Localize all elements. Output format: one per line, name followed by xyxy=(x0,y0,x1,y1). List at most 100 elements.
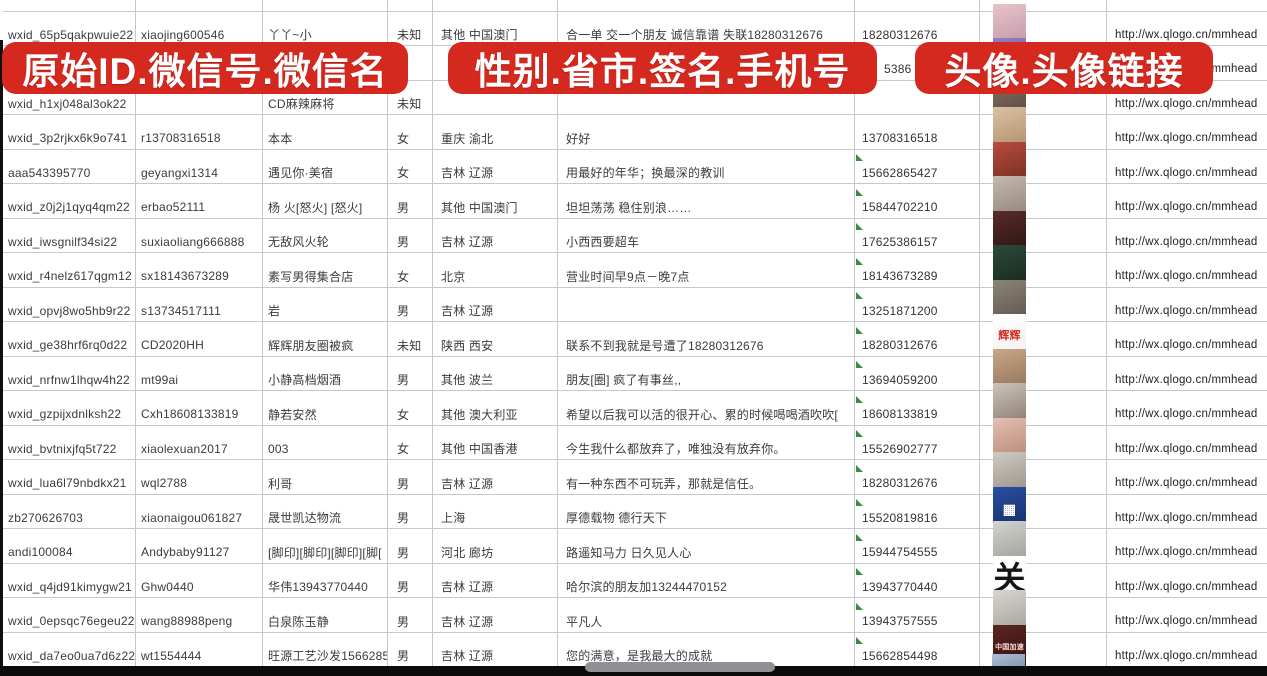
cell-signature[interactable] xyxy=(558,287,855,334)
cell-gender[interactable]: 男 xyxy=(388,598,433,644)
cell-wechat-id[interactable]: r13708316518 xyxy=(136,115,263,161)
cell-avatar-url[interactable]: http://wx.qlogo.cn/mmhead xyxy=(1115,235,1258,248)
cell-region[interactable]: 上海 xyxy=(433,494,558,541)
horizontal-scrollbar-thumb[interactable] xyxy=(585,662,775,672)
cell-region[interactable]: 吉林 辽源 xyxy=(433,218,558,265)
cell-wechat-name[interactable]: 华伟13943770440 xyxy=(263,563,388,610)
cell-avatar-url[interactable]: http://wx.qlogo.cn/mmhead xyxy=(1115,304,1258,317)
cell-signature[interactable]: 今生我什么都放弃了，唯独没有放弃你。 xyxy=(558,425,855,472)
cell-gender[interactable]: 女 xyxy=(388,425,433,472)
cell-wechat-id[interactable]: wql2788 xyxy=(136,460,263,506)
cell-wechat-id[interactable]: wang88988peng xyxy=(136,598,263,644)
cell-wechat-id[interactable]: xiaojing600546 xyxy=(136,11,263,58)
cell-wechat-name[interactable]: 杨 火[怒火] [怒火] xyxy=(263,184,388,230)
cell-wechat-name[interactable]: 遇见你·美宿 xyxy=(263,149,388,196)
cell-phone[interactable]: 15662865427 xyxy=(855,149,980,196)
cell-phone[interactable]: 13251871200 xyxy=(855,287,980,334)
cell-signature[interactable]: 哈尔滨的朋友加13244470152 xyxy=(558,563,855,610)
cell-region[interactable]: 重庆 渝北 xyxy=(433,115,558,161)
cell-wechat-id[interactable]: Cxh18608133819 xyxy=(136,391,263,437)
cell-signature[interactable]: 好好 xyxy=(558,115,855,161)
cell-wechat-name[interactable]: [脚印][脚印][脚印][脚[ xyxy=(263,529,388,575)
cell-region[interactable]: 其他 中国澳门 xyxy=(433,11,558,58)
cell-wechat-name[interactable]: 岩 xyxy=(263,287,388,334)
cell-gender[interactable]: 男 xyxy=(388,287,433,334)
cell-wechat-id[interactable]: xiaolexuan2017 xyxy=(136,425,263,472)
cell-signature[interactable]: 营业时间早9点－晚7点 xyxy=(558,253,855,299)
cell-gender[interactable]: 未知 xyxy=(388,322,433,368)
cell-region[interactable]: 吉林 辽源 xyxy=(433,287,558,334)
cell-signature[interactable]: 有一种东西不可玩弄，那就是信任。 xyxy=(558,460,855,506)
cell-wxid[interactable]: wxid_gzpijxdnlksh22 xyxy=(3,391,136,437)
cell-signature[interactable]: 小西西要超车 xyxy=(558,218,855,265)
cell-wxid[interactable]: wxid_0epsqc76egeu22 xyxy=(3,598,136,644)
cell-wechat-id[interactable]: xiaonaigou061827 xyxy=(136,494,263,541)
cell-wxid[interactable]: wxid_h1xj048al3ok22 xyxy=(3,80,136,127)
cell-phone[interactable]: 15520819816 xyxy=(855,494,980,541)
cell-wechat-id[interactable]: geyangxi1314 xyxy=(136,149,263,196)
cell-region[interactable]: 吉林 辽源 xyxy=(433,460,558,506)
cell-avatar-url[interactable]: http://wx.qlogo.cn/mmhead xyxy=(1115,339,1258,351)
cell-phone[interactable]: 13708316518 xyxy=(855,115,980,161)
cell-avatar-url[interactable]: http://wx.qlogo.cn/mmhead xyxy=(1115,442,1258,455)
cell-wxid[interactable]: wxid_3p2rjkx6k9o741 xyxy=(3,115,136,161)
cell-phone[interactable]: 15526902777 xyxy=(855,425,980,472)
cell-wechat-id[interactable]: suxiaoliang666888 xyxy=(136,218,263,265)
cell-phone[interactable]: 18608133819 xyxy=(855,391,980,437)
cell-wechat-name[interactable]: 003 xyxy=(263,425,388,472)
cell-wxid[interactable]: zb270626703 xyxy=(3,494,136,541)
cell-signature[interactable]: 用最好的年华；换最深的教训 xyxy=(558,149,855,196)
cell-gender[interactable]: 男 xyxy=(388,632,433,676)
cell-wechat-id[interactable]: Andybaby91127 xyxy=(136,529,263,575)
cell-phone[interactable] xyxy=(855,80,980,127)
cell-phone[interactable]: 13943770440 xyxy=(855,563,980,610)
cell-wechat-name[interactable]: CD麻辣麻将 xyxy=(263,80,388,127)
cell-wechat-name[interactable]: 晟世凯达物流 xyxy=(263,494,388,541)
cell-wxid[interactable]: aaa543395770 xyxy=(3,149,136,196)
cell-avatar-url[interactable]: http://wx.qlogo.cn/mmhead xyxy=(1115,28,1258,41)
cell-gender[interactable]: 女 xyxy=(388,391,433,437)
cell-gender[interactable]: 男 xyxy=(388,460,433,506)
cell-gender[interactable]: 女 xyxy=(388,253,433,299)
cell-phone[interactable]: 13943757555 xyxy=(855,598,980,644)
cell-region[interactable]: 河北 廊坊 xyxy=(433,529,558,575)
cell-wxid[interactable]: wxid_bvtnixjfq5t722 xyxy=(3,425,136,472)
cell-avatar-url[interactable]: http://wx.qlogo.cn/mmhead xyxy=(1115,615,1258,627)
cell-signature[interactable]: 朋友[圈] 疯了有事丝,, xyxy=(558,356,855,403)
cell-signature[interactable]: 合一单 交一个朋友 诚信靠谱 失联18280312676 xyxy=(558,11,855,58)
cell-wxid[interactable]: wxid_ge38hrf6rq0d22 xyxy=(3,322,136,368)
cell-signature[interactable] xyxy=(558,80,855,127)
cell-phone[interactable]: 17625386157 xyxy=(855,218,980,265)
cell-avatar-url[interactable]: http://wx.qlogo.cn/mmhead xyxy=(1115,201,1258,213)
cell-gender[interactable]: 男 xyxy=(388,184,433,230)
cell-wxid[interactable]: wxid_nrfnw1lhqw4h22 xyxy=(3,356,136,403)
cell-wechat-name[interactable]: 丫丫~小 xyxy=(263,11,388,58)
cell-wxid[interactable]: wxid_r4nelz617qgm12 xyxy=(3,253,136,299)
cell-avatar-url[interactable]: http://wx.qlogo.cn/mmhead xyxy=(1115,408,1258,420)
cell-wechat-id[interactable]: mt99ai xyxy=(136,356,263,403)
cell-signature[interactable]: 坦坦荡荡 稳住别浪…… xyxy=(558,184,855,230)
cell-gender[interactable]: 男 xyxy=(388,563,433,610)
cell-region[interactable]: 其他 中国澳门 xyxy=(433,184,558,230)
cell-wxid[interactable]: wxid_opvj8wo5hb9r22 xyxy=(3,287,136,334)
cell-wechat-id[interactable]: wt1554444 xyxy=(136,632,263,676)
cell-wxid[interactable]: wxid_iwsgnilf34si22 xyxy=(3,218,136,265)
cell-wechat-name[interactable]: 辉辉朋友圈被疯 xyxy=(263,322,388,368)
cell-avatar-url[interactable]: http://wx.qlogo.cn/mmhead xyxy=(1115,97,1258,110)
cell-wechat-name[interactable]: 本本 xyxy=(263,115,388,161)
cell-avatar-url[interactable]: http://wx.qlogo.cn/mmhead xyxy=(1115,132,1258,144)
cell-wechat-id[interactable]: Ghw0440 xyxy=(136,563,263,610)
cell-phone[interactable]: 18280312676 xyxy=(855,460,980,506)
cell-region[interactable]: 北京 xyxy=(433,253,558,299)
cell-region[interactable]: 吉林 辽源 xyxy=(433,598,558,644)
cell-gender[interactable]: 男 xyxy=(388,529,433,575)
cell-wxid[interactable]: wxid_z0j2j1qyq4qm22 xyxy=(3,184,136,230)
cell-region[interactable]: 吉林 辽源 xyxy=(433,149,558,196)
cell-gender[interactable]: 男 xyxy=(388,356,433,403)
cell-phone[interactable]: 18143673289 xyxy=(855,253,980,299)
cell-wechat-name[interactable]: 无敌风火轮 xyxy=(263,218,388,265)
cell-gender[interactable]: 未知 xyxy=(388,80,433,127)
cell-wechat-name[interactable]: 白泉陈玉静 xyxy=(263,598,388,644)
cell-wechat-name[interactable]: 利哥 xyxy=(263,460,388,506)
cell-gender[interactable]: 男 xyxy=(388,494,433,541)
